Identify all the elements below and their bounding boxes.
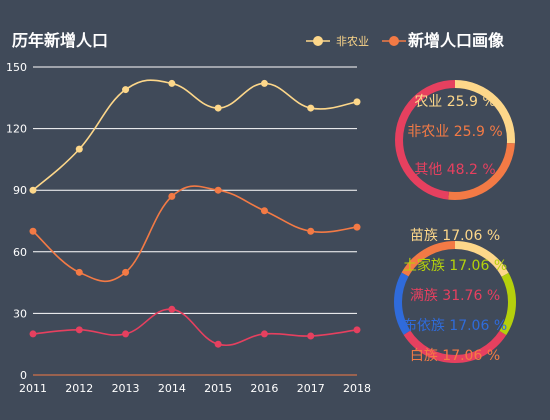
line-chart-title: 历年新增人口 xyxy=(12,31,108,50)
data-point[interactable] xyxy=(353,326,361,334)
y-tick-label: 30 xyxy=(13,307,27,320)
donut-chart-ethnicity: 苗族 17.06 % 土家族 17.06 % 满族 31.76 % 布依族 17.06… xyxy=(394,228,516,364)
legend[interactable]: 非农业 xyxy=(306,34,406,48)
data-point[interactable] xyxy=(168,79,176,87)
data-point[interactable] xyxy=(307,227,315,235)
donut-label: 农业 25.9 % xyxy=(414,94,495,110)
data-point[interactable] xyxy=(75,145,83,153)
donut-label: 满族 31.76 % xyxy=(410,288,500,304)
y-tick-label: 90 xyxy=(13,184,27,197)
x-tick-label: 2016 xyxy=(250,382,278,395)
x-axis: 2011 2012 2013 2014 2015 2016 2017 2018 xyxy=(19,374,371,395)
x-tick-label: 2012 xyxy=(65,382,93,395)
data-point[interactable] xyxy=(214,104,222,112)
data-point[interactable] xyxy=(353,223,361,231)
data-point[interactable] xyxy=(260,79,268,87)
y-tick-label: 150 xyxy=(6,61,27,74)
donut-label: 非农业 25.9 % xyxy=(407,124,502,140)
donut-slice[interactable] xyxy=(395,80,515,200)
y-axis: 0 30 60 90 120 150 xyxy=(6,61,27,382)
x-tick-label: 2014 xyxy=(158,382,186,395)
y-tick-label: 0 xyxy=(20,369,27,382)
y-tick-label: 60 xyxy=(13,246,27,259)
donut-label: 布依族 17.06 % xyxy=(403,318,507,334)
donut-slice[interactable] xyxy=(394,241,516,363)
donut-slice[interactable] xyxy=(394,241,516,363)
legend-label: 非农业 xyxy=(336,34,369,48)
donut-slice[interactable] xyxy=(394,241,516,363)
grid-lines xyxy=(33,66,357,314)
legend-item[interactable]: 非农业 xyxy=(306,34,369,48)
data-point[interactable] xyxy=(168,192,176,200)
donut-label: 土家族 17.06 % xyxy=(403,257,507,274)
donut-chart-population: 农业 25.9 % 非农业 25.9 % 其他 48.2 % xyxy=(395,80,515,200)
donut-slice[interactable] xyxy=(394,241,516,363)
legend-item[interactable] xyxy=(382,36,406,46)
line-series xyxy=(29,79,361,348)
series-line xyxy=(32,308,358,347)
series-line xyxy=(32,185,358,282)
data-point[interactable] xyxy=(29,186,37,194)
legend-marker xyxy=(313,36,323,46)
x-tick-label: 2011 xyxy=(19,382,47,395)
donut-chart-title: 新增人口画像 xyxy=(408,31,505,50)
x-tick-label: 2017 xyxy=(297,382,325,395)
data-point[interactable] xyxy=(122,330,130,338)
x-tick-label: 2013 xyxy=(112,382,140,395)
data-point[interactable] xyxy=(214,186,222,194)
x-tick-label: 2018 xyxy=(343,382,371,395)
donut-slice[interactable] xyxy=(395,80,515,200)
data-point[interactable] xyxy=(29,330,37,338)
data-point[interactable] xyxy=(353,98,361,106)
donut-label: 其他 48.2 % xyxy=(414,162,495,178)
data-point[interactable] xyxy=(75,326,83,334)
data-point[interactable] xyxy=(168,305,176,313)
data-point[interactable] xyxy=(75,268,83,276)
data-point[interactable] xyxy=(307,104,315,112)
x-tick-label: 2015 xyxy=(204,382,232,395)
donut-label: 白族 17.06 % xyxy=(410,348,500,364)
y-tick-label: 120 xyxy=(6,123,27,136)
data-point[interactable] xyxy=(260,330,268,338)
data-point[interactable] xyxy=(122,86,130,94)
data-point[interactable] xyxy=(307,332,315,340)
data-point[interactable] xyxy=(29,227,37,235)
donut-label: 苗族 17.06 % xyxy=(410,228,500,244)
data-point[interactable] xyxy=(214,340,222,348)
series-line xyxy=(32,79,358,191)
legend-marker xyxy=(389,36,399,46)
data-point[interactable] xyxy=(260,207,268,215)
data-point[interactable] xyxy=(122,268,130,276)
